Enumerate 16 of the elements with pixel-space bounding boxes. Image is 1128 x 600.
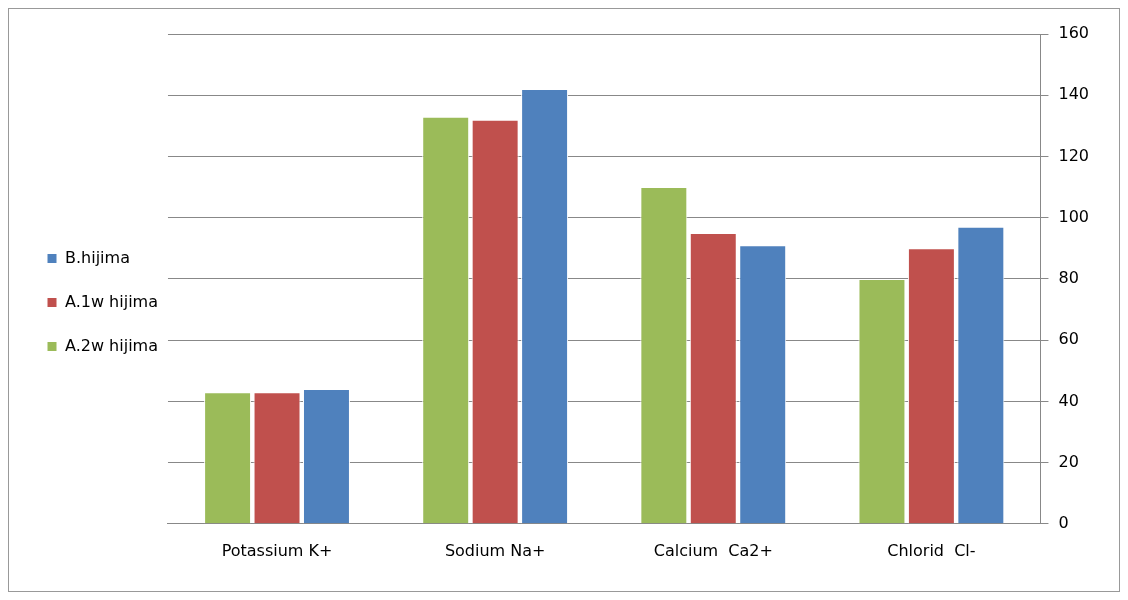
y-tick-label: 40 (1058, 390, 1079, 410)
y-tick-label: 80 (1058, 268, 1079, 288)
legend-label: A.2w hijima (65, 335, 158, 355)
y-tick-label: 60 (1058, 329, 1079, 349)
y-tick-label: 20 (1058, 451, 1079, 471)
x-tick-label: Potassium K+ (221, 540, 333, 560)
legend-label: A.1w hijima (65, 291, 158, 311)
x-tick-label: Chlorid Cl- (887, 540, 976, 560)
y-tick-label: 0 (1058, 512, 1069, 532)
y-tick-label: 120 (1058, 145, 1090, 165)
y-tick-label: 140 (1058, 84, 1090, 104)
x-tick-label: Calcium Ca2+ (653, 540, 773, 560)
y-tick-label: 100 (1058, 206, 1090, 226)
y-tick-label: 160 (1058, 23, 1090, 43)
legend-label: B.hijima (65, 247, 130, 267)
x-tick-label: Sodium Na+ (444, 540, 546, 560)
